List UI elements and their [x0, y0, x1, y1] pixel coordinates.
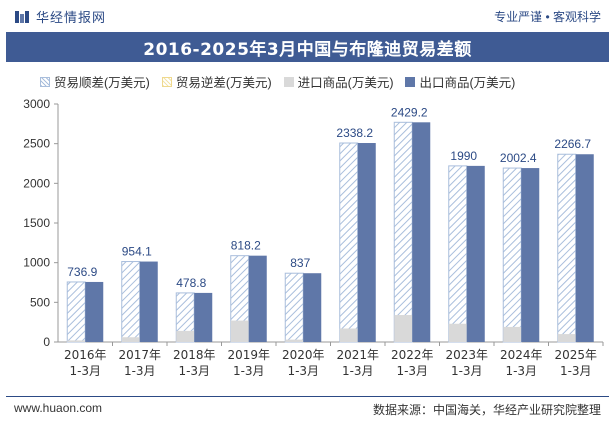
- legend-label-import: 进口商品(万美元): [297, 76, 394, 90]
- export-bar: [85, 281, 104, 342]
- import-bar: [394, 315, 413, 342]
- x-tick-label: 2017年: [118, 348, 161, 362]
- y-tick-label: 1000: [23, 256, 50, 270]
- brand: 华经情报网: [14, 7, 106, 26]
- x-tick-label: 1-3月: [178, 364, 210, 378]
- title-bar: 2016-2025年3月中国与布隆迪贸易差额: [6, 32, 609, 62]
- import-bar: [503, 326, 522, 342]
- x-tick-label: 1-3月: [233, 364, 265, 378]
- y-tick-label: 3000: [23, 97, 50, 111]
- data-label: 954.1: [122, 245, 152, 259]
- x-tick-label: 1-3月: [451, 364, 483, 378]
- y-tick-label: 2000: [23, 176, 50, 190]
- y-tick-label: 500: [30, 295, 50, 309]
- export-bar: [303, 273, 322, 342]
- data-label: 478.8: [176, 276, 206, 290]
- legend-swatch-surplus: [40, 76, 50, 87]
- x-tick-label: 2022年: [391, 348, 434, 362]
- x-tick-label: 1-3月: [287, 364, 319, 378]
- surplus-bar: [393, 121, 413, 343]
- data-label: 736.9: [67, 265, 97, 279]
- import-bar: [176, 330, 195, 342]
- export-bar: [357, 143, 376, 342]
- legend-item-deficit: 贸易逆差(万美元): [161, 72, 272, 91]
- x-tick-label: 2021年: [336, 348, 379, 362]
- data-label: 2002.4: [500, 151, 537, 165]
- footer-website: www.huaon.com: [14, 401, 103, 415]
- export-bar: [575, 154, 594, 342]
- data-label: 2429.2: [391, 105, 428, 119]
- legend-label-deficit: 贸易逆差(万美元): [175, 76, 272, 90]
- data-label: 1990: [450, 149, 477, 163]
- import-bar: [285, 339, 304, 342]
- brand-name: 华经情报网: [36, 10, 107, 25]
- import-bar: [121, 337, 140, 342]
- export-bar: [248, 255, 267, 342]
- chart-title: 2016-2025年3月中国与布隆迪贸易差额: [143, 39, 472, 60]
- data-label: 837: [290, 256, 310, 270]
- y-tick-label: 0: [43, 335, 50, 349]
- brand-logo-icon: [15, 10, 29, 23]
- x-tick-label: 1-3月: [505, 364, 537, 378]
- x-tick-label: 2019年: [227, 348, 270, 362]
- x-tick-label: 2023年: [445, 348, 488, 362]
- export-bar: [139, 261, 158, 342]
- top-bar: 华经情报网 专业严谨 • 客观科学: [0, 0, 615, 32]
- legend-item-import: 进口商品(万美元): [283, 72, 394, 91]
- legend-swatch-import: [283, 76, 294, 87]
- footer-divider: [6, 396, 609, 397]
- footer-source: 数据来源：中国海关，华经产业研究院整理: [372, 403, 601, 417]
- legend: 贸易顺差(万美元) 贸易逆差(万美元) 进口商品(万美元) 出口商品(万美元): [40, 72, 515, 91]
- x-tick-label: 1-3月: [69, 364, 101, 378]
- x-tick-label: 1-3月: [342, 364, 374, 378]
- slogan: 专业严谨 • 客观科学: [494, 10, 601, 24]
- x-tick-label: 2025年: [554, 348, 597, 362]
- y-tick-label: 1500: [23, 216, 50, 230]
- data-label: 818.2: [231, 239, 261, 253]
- import-bar: [230, 320, 249, 342]
- y-tick-label: 2500: [23, 137, 50, 151]
- legend-item-surplus: 贸易顺差(万美元): [40, 72, 150, 91]
- legend-item-export: 出口商品(万美元): [405, 72, 515, 91]
- export-bar: [194, 292, 213, 342]
- legend-label-export: 出口商品(万美元): [419, 76, 516, 90]
- import-bar: [67, 340, 86, 342]
- import-bar: [557, 334, 576, 342]
- x-tick-label: 1-3月: [396, 364, 428, 378]
- data-label: 2266.7: [554, 137, 591, 151]
- surplus-bar: [502, 167, 522, 343]
- surplus-bar: [284, 272, 304, 343]
- surplus-bar: [121, 261, 141, 343]
- data-label: 2338.2: [336, 126, 373, 140]
- bar-chart: 0 500 1000 1500 2000 2500 3000 736.9 2016年 1-3月 95…: [23, 97, 604, 378]
- x-tick-label: 1-3月: [560, 364, 592, 378]
- x-tick-label: 2020年: [282, 348, 325, 362]
- export-bar: [466, 165, 485, 342]
- legend-label-surplus: 贸易顺差(万美元): [54, 76, 150, 90]
- x-tick-label: 2024年: [500, 348, 543, 362]
- import-bar: [448, 323, 467, 342]
- surplus-bar: [339, 142, 359, 343]
- import-bar: [339, 328, 358, 342]
- x-tick-label: 1-3月: [124, 364, 156, 378]
- legend-swatch-export: [405, 76, 416, 87]
- legend-swatch-deficit: [161, 76, 172, 87]
- x-tick-label: 2018年: [173, 348, 216, 362]
- surplus-bar: [557, 153, 577, 343]
- surplus-bar: [66, 281, 86, 343]
- export-bar: [521, 168, 540, 342]
- export-bar: [412, 122, 431, 342]
- surplus-bar: [448, 165, 468, 343]
- x-tick-label: 2016年: [64, 348, 107, 362]
